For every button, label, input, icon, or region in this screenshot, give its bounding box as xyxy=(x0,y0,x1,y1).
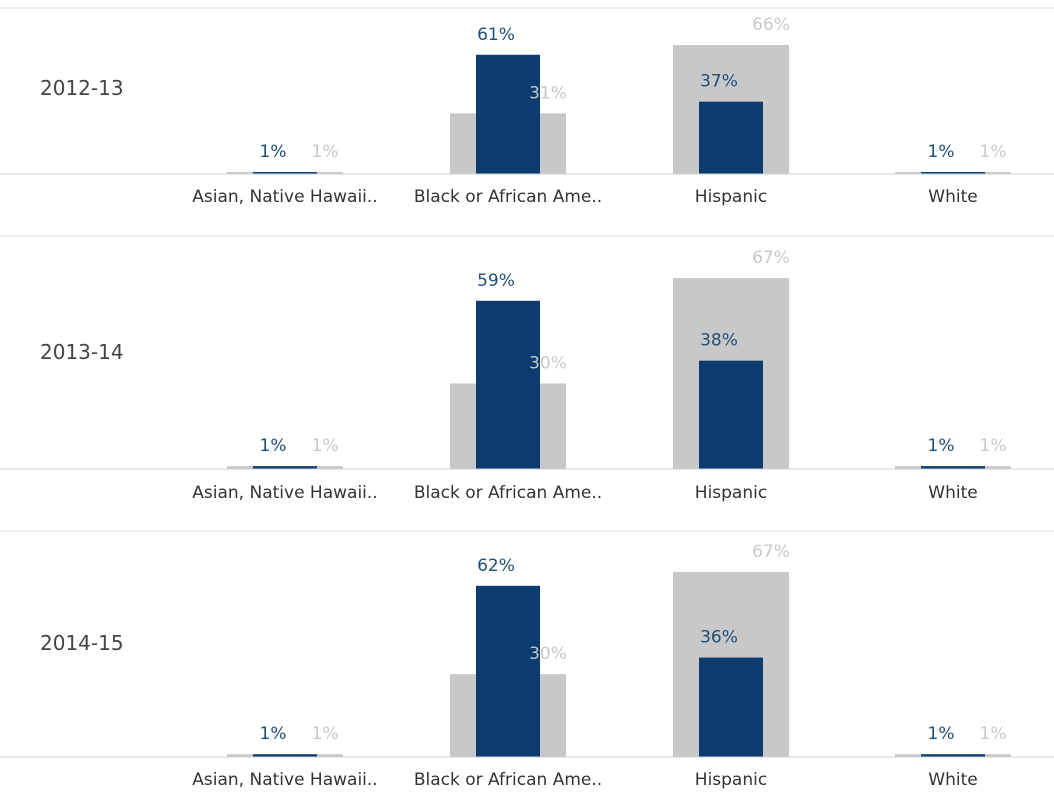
bar xyxy=(699,657,763,757)
panel-title: 2013-14 xyxy=(40,340,124,364)
data-label: 66% xyxy=(752,15,790,35)
x-tick-label: Hispanic xyxy=(695,483,767,503)
x-tick-label: Black or African Ame.. xyxy=(414,770,602,790)
bar xyxy=(476,54,540,174)
data-label: 30% xyxy=(529,644,567,664)
bar xyxy=(699,360,763,469)
data-label: 1% xyxy=(980,436,1007,456)
data-label: 1% xyxy=(312,724,339,744)
bar xyxy=(699,101,763,174)
x-tick-label: Asian, Native Hawaii.. xyxy=(192,770,377,790)
data-label: 1% xyxy=(980,724,1007,744)
x-tick-label: Black or African Ame.. xyxy=(414,483,602,503)
data-label: 37% xyxy=(700,72,738,92)
bar xyxy=(476,585,540,757)
bar xyxy=(253,754,317,757)
data-label: 1% xyxy=(928,142,955,162)
data-label: 1% xyxy=(928,436,955,456)
data-label: 67% xyxy=(752,542,790,562)
data-label: 1% xyxy=(980,142,1007,162)
bar xyxy=(476,300,540,469)
data-label: 1% xyxy=(312,142,339,162)
bar xyxy=(921,754,985,757)
bar xyxy=(921,466,985,469)
x-tick-label: Hispanic xyxy=(695,770,767,790)
panel-title: 2012-13 xyxy=(40,76,124,100)
bar xyxy=(921,172,985,174)
data-label: 1% xyxy=(928,724,955,744)
data-label: 1% xyxy=(260,142,287,162)
data-label: 1% xyxy=(260,436,287,456)
x-tick-label: White xyxy=(928,770,977,790)
x-tick-label: Black or African Ame.. xyxy=(414,187,602,207)
data-label: 36% xyxy=(700,628,738,648)
data-label: 59% xyxy=(477,271,515,291)
data-label: 38% xyxy=(700,331,738,351)
x-tick-label: Hispanic xyxy=(695,187,767,207)
data-label: 62% xyxy=(477,556,515,576)
x-tick-label: White xyxy=(928,187,977,207)
data-label: 1% xyxy=(312,436,339,456)
data-label: 30% xyxy=(529,353,567,373)
data-label: 67% xyxy=(752,248,790,268)
bar xyxy=(253,466,317,469)
data-label: 61% xyxy=(477,25,515,45)
panel-title: 2014-15 xyxy=(40,631,124,655)
x-tick-label: Asian, Native Hawaii.. xyxy=(192,483,377,503)
data-label: 31% xyxy=(529,83,567,103)
data-label: 1% xyxy=(260,724,287,744)
x-tick-label: White xyxy=(928,483,977,503)
bar xyxy=(253,172,317,174)
x-tick-label: Asian, Native Hawaii.. xyxy=(192,187,377,207)
